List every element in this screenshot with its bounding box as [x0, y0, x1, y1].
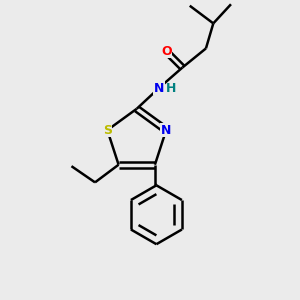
Text: N: N	[161, 124, 171, 136]
Text: O: O	[161, 45, 172, 58]
Text: H: H	[166, 82, 176, 95]
Text: N: N	[154, 82, 164, 95]
Text: S: S	[103, 124, 112, 136]
